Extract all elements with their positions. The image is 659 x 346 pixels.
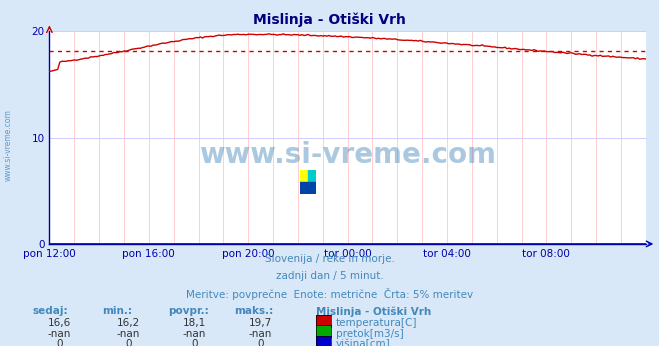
- Text: www.si-vreme.com: www.si-vreme.com: [3, 109, 13, 181]
- Text: 0: 0: [257, 339, 264, 346]
- Text: -nan: -nan: [248, 329, 272, 339]
- Text: 19,7: 19,7: [248, 318, 272, 328]
- Text: povpr.:: povpr.:: [168, 306, 209, 316]
- Text: zadnji dan / 5 minut.: zadnji dan / 5 minut.: [275, 271, 384, 281]
- Text: min.:: min.:: [102, 306, 132, 316]
- Text: sedaj:: sedaj:: [33, 306, 69, 316]
- Bar: [308, 170, 316, 182]
- Text: Mislinja - Otiški Vrh: Mislinja - Otiški Vrh: [253, 12, 406, 27]
- Text: temperatura[C]: temperatura[C]: [336, 318, 418, 328]
- Text: 18,1: 18,1: [183, 318, 206, 328]
- Text: www.si-vreme.com: www.si-vreme.com: [199, 140, 496, 169]
- Text: maks.:: maks.:: [234, 306, 273, 316]
- Text: višina[cm]: višina[cm]: [336, 339, 391, 346]
- Bar: [308, 182, 316, 194]
- Text: 0: 0: [56, 339, 63, 346]
- Bar: [300, 182, 308, 194]
- Text: 16,6: 16,6: [47, 318, 71, 328]
- Text: -nan: -nan: [117, 329, 140, 339]
- Bar: [300, 170, 308, 182]
- Text: pretok[m3/s]: pretok[m3/s]: [336, 329, 404, 339]
- Text: Meritve: povprečne  Enote: metrične  Črta: 5% meritev: Meritve: povprečne Enote: metrične Črta:…: [186, 288, 473, 300]
- Text: Slovenija / reke in morje.: Slovenija / reke in morje.: [264, 254, 395, 264]
- Text: 0: 0: [191, 339, 198, 346]
- Text: 16,2: 16,2: [117, 318, 140, 328]
- Text: Mislinja - Otiški Vrh: Mislinja - Otiški Vrh: [316, 306, 432, 317]
- Text: 0: 0: [125, 339, 132, 346]
- Text: -nan: -nan: [47, 329, 71, 339]
- Text: -nan: -nan: [183, 329, 206, 339]
